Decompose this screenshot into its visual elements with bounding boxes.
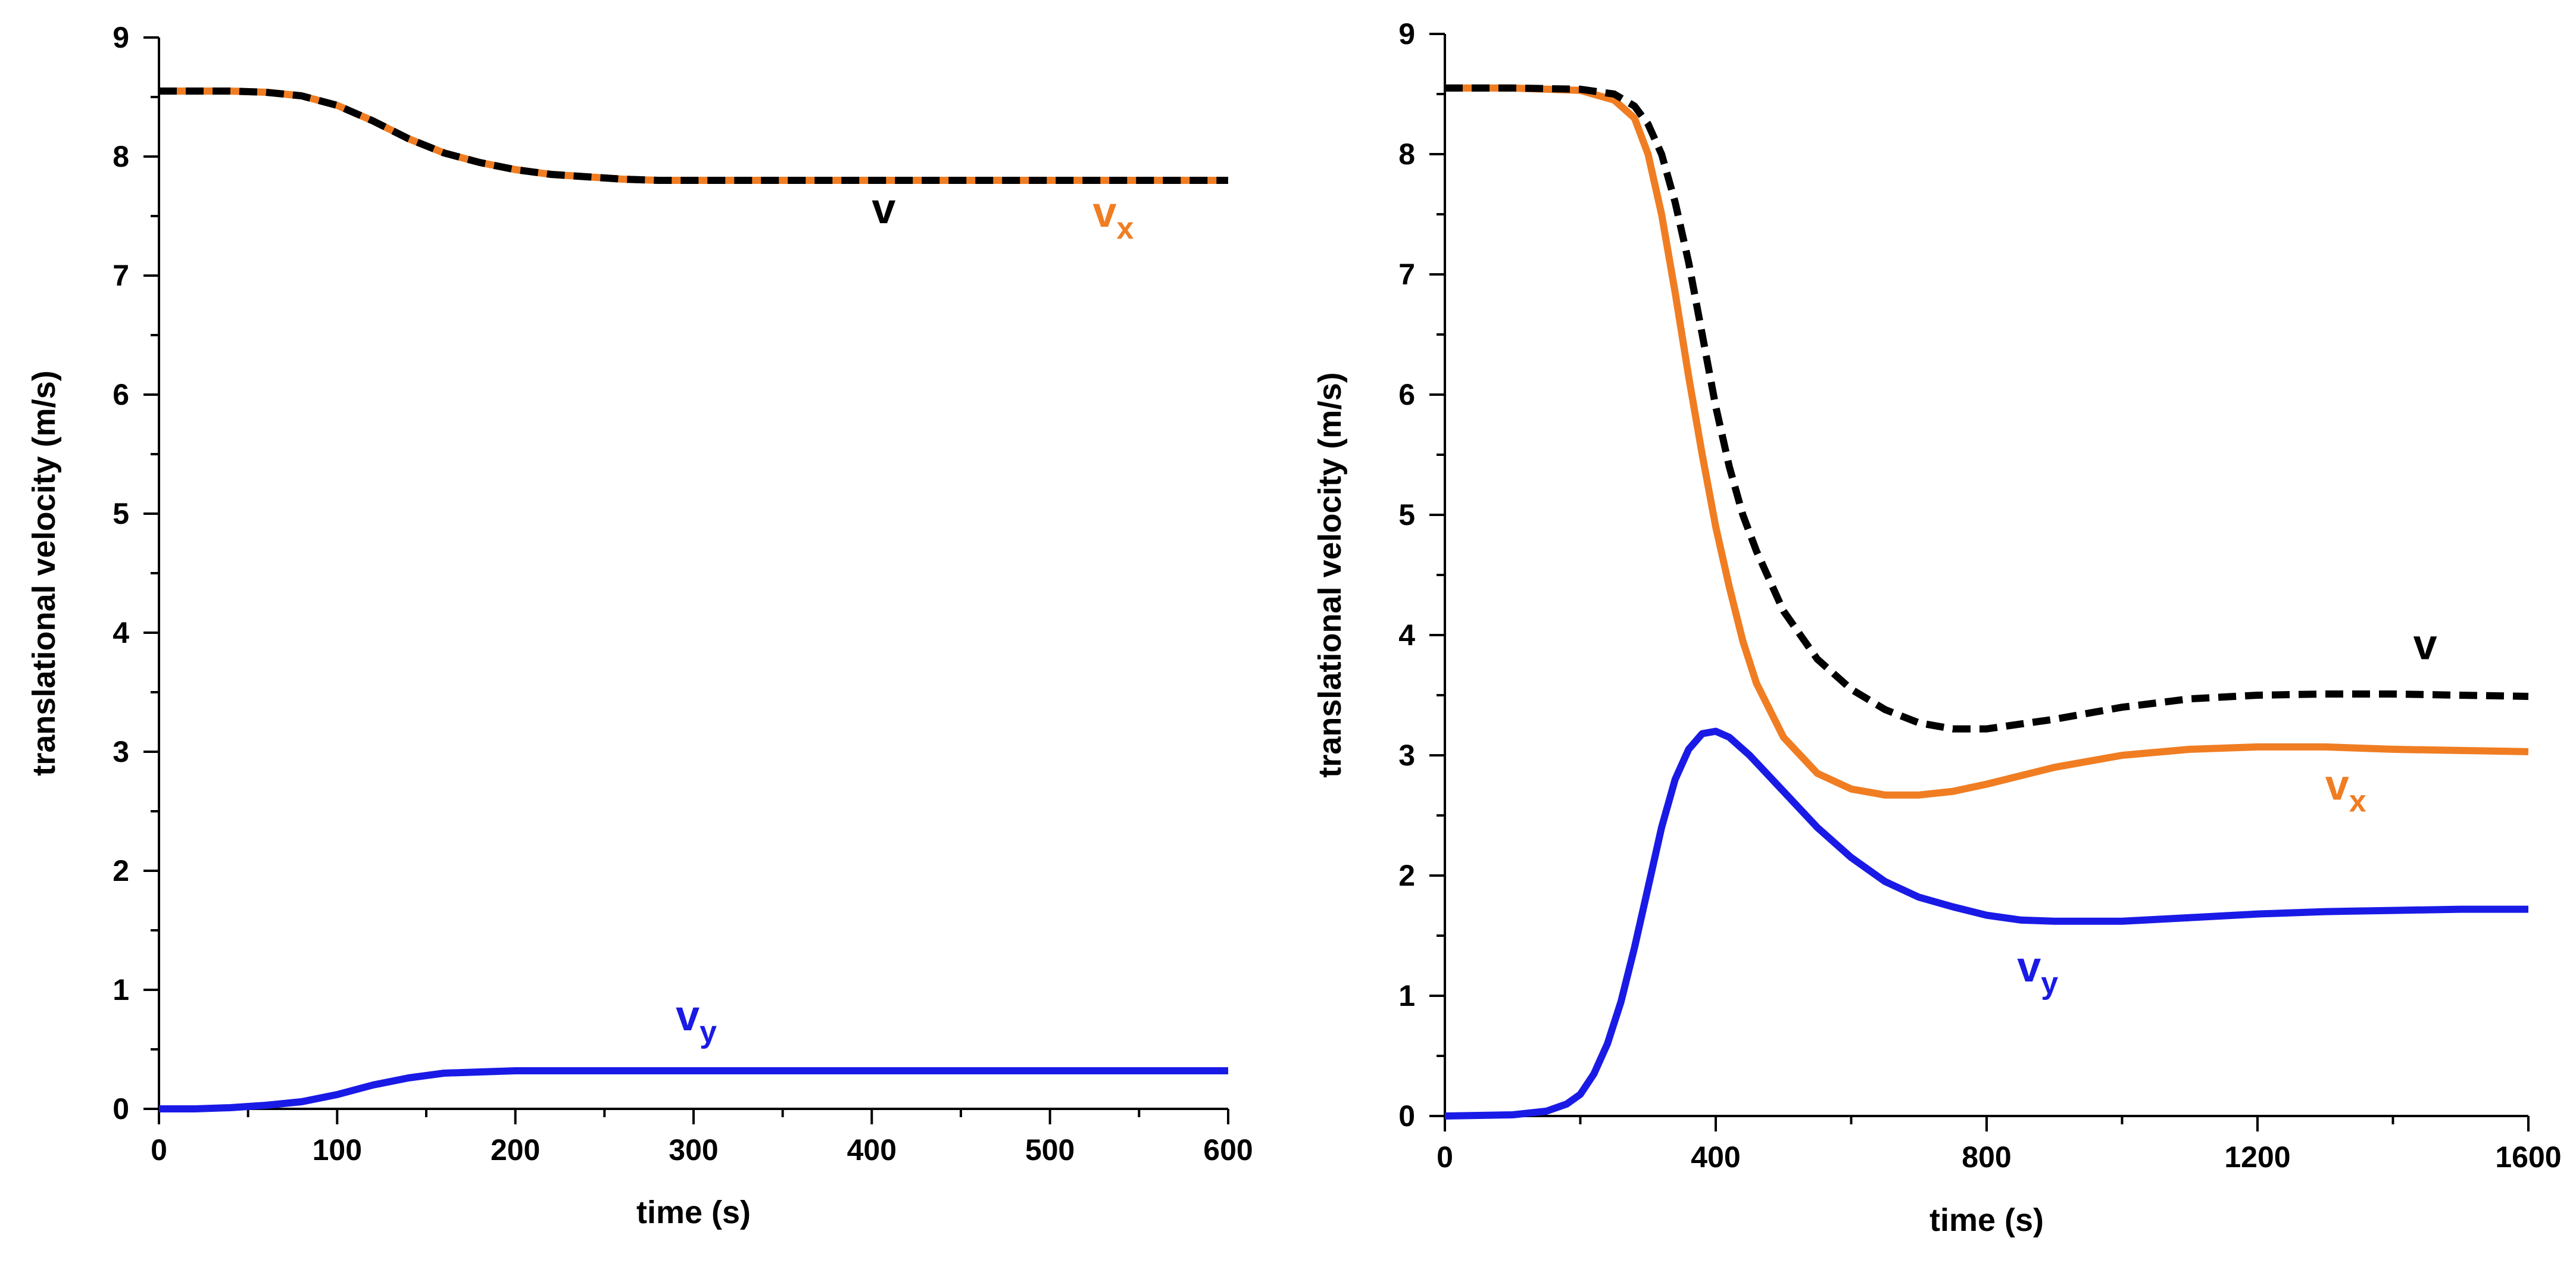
series-line-v xyxy=(159,87,1228,184)
y-tick-label: 8 xyxy=(1398,137,1415,171)
series-line-vx xyxy=(159,87,1228,184)
series-line-vy xyxy=(1444,727,2528,1120)
x-tick-label: 0 xyxy=(151,1133,167,1167)
x-axis-title: time (s) xyxy=(636,1195,751,1230)
y-tick-label: 0 xyxy=(1398,1099,1415,1133)
series-label-vx: vx xyxy=(2325,762,2366,819)
x-tick-label: 200 xyxy=(491,1133,540,1167)
right-panel: 0 400 800 1200 1600 0 1 2 3 4 5 6 7 8 9 time (s) transla… xyxy=(1312,17,2562,1238)
y-tick-label: 8 xyxy=(113,140,129,173)
series-label-vy: vy xyxy=(2017,943,2058,1001)
x-tick-label: 0 xyxy=(1437,1140,1453,1174)
left-panel: 0 100 200 300 400 500 600 0 1 2 3 4 5 6 7 8 9 time (s) tra… xyxy=(26,21,1253,1230)
x-tick-label: 100 xyxy=(313,1133,362,1167)
y-tick-label: 0 xyxy=(113,1092,129,1126)
y-tick-label: 1 xyxy=(1398,979,1415,1012)
series-label-v: v xyxy=(2413,621,2437,668)
y-tick-label: 5 xyxy=(1398,498,1415,532)
y-tick-label: 5 xyxy=(113,497,129,530)
x-tick-label: 1600 xyxy=(2495,1140,2561,1174)
x-tick-label: 400 xyxy=(847,1133,897,1167)
y-tick-label: 9 xyxy=(113,21,129,54)
y-tick-label: 6 xyxy=(1398,378,1415,411)
y-axis-title: translational velocity (m/s) xyxy=(1312,372,1348,777)
y-tick-label: 1 xyxy=(113,973,129,1006)
x-tick-label: 600 xyxy=(1203,1133,1253,1167)
y-tick-label: 4 xyxy=(113,616,129,649)
y-tick-label: 2 xyxy=(113,854,129,887)
y-tick-label: 3 xyxy=(113,735,129,768)
y-tick-label: 7 xyxy=(113,259,129,292)
x-axis-title: time (s) xyxy=(1929,1202,2044,1238)
y-tick-label: 4 xyxy=(1398,618,1415,652)
x-tick-label: 300 xyxy=(669,1133,718,1167)
y-tick-label: 6 xyxy=(113,378,129,411)
x-tick-label: 1200 xyxy=(2224,1140,2290,1174)
y-tick-label: 9 xyxy=(1398,17,1415,51)
y-tick-label: 2 xyxy=(1398,859,1415,892)
series-line-v xyxy=(1445,84,2529,733)
x-tick-label: 500 xyxy=(1025,1133,1075,1167)
x-tick-label: 800 xyxy=(1962,1140,2011,1174)
series-label-vx: vx xyxy=(1093,189,1134,246)
series-label-vy: vy xyxy=(676,992,717,1049)
series-line-vx xyxy=(1445,84,2529,799)
y-tick-label: 3 xyxy=(1398,739,1415,772)
series-line-vy xyxy=(159,1067,1228,1112)
y-tick-label: 7 xyxy=(1398,258,1415,291)
x-tick-label: 400 xyxy=(1691,1140,1740,1174)
series-label-v: v xyxy=(872,185,895,233)
y-axis-title: translational velocity (m/s) xyxy=(26,370,62,776)
